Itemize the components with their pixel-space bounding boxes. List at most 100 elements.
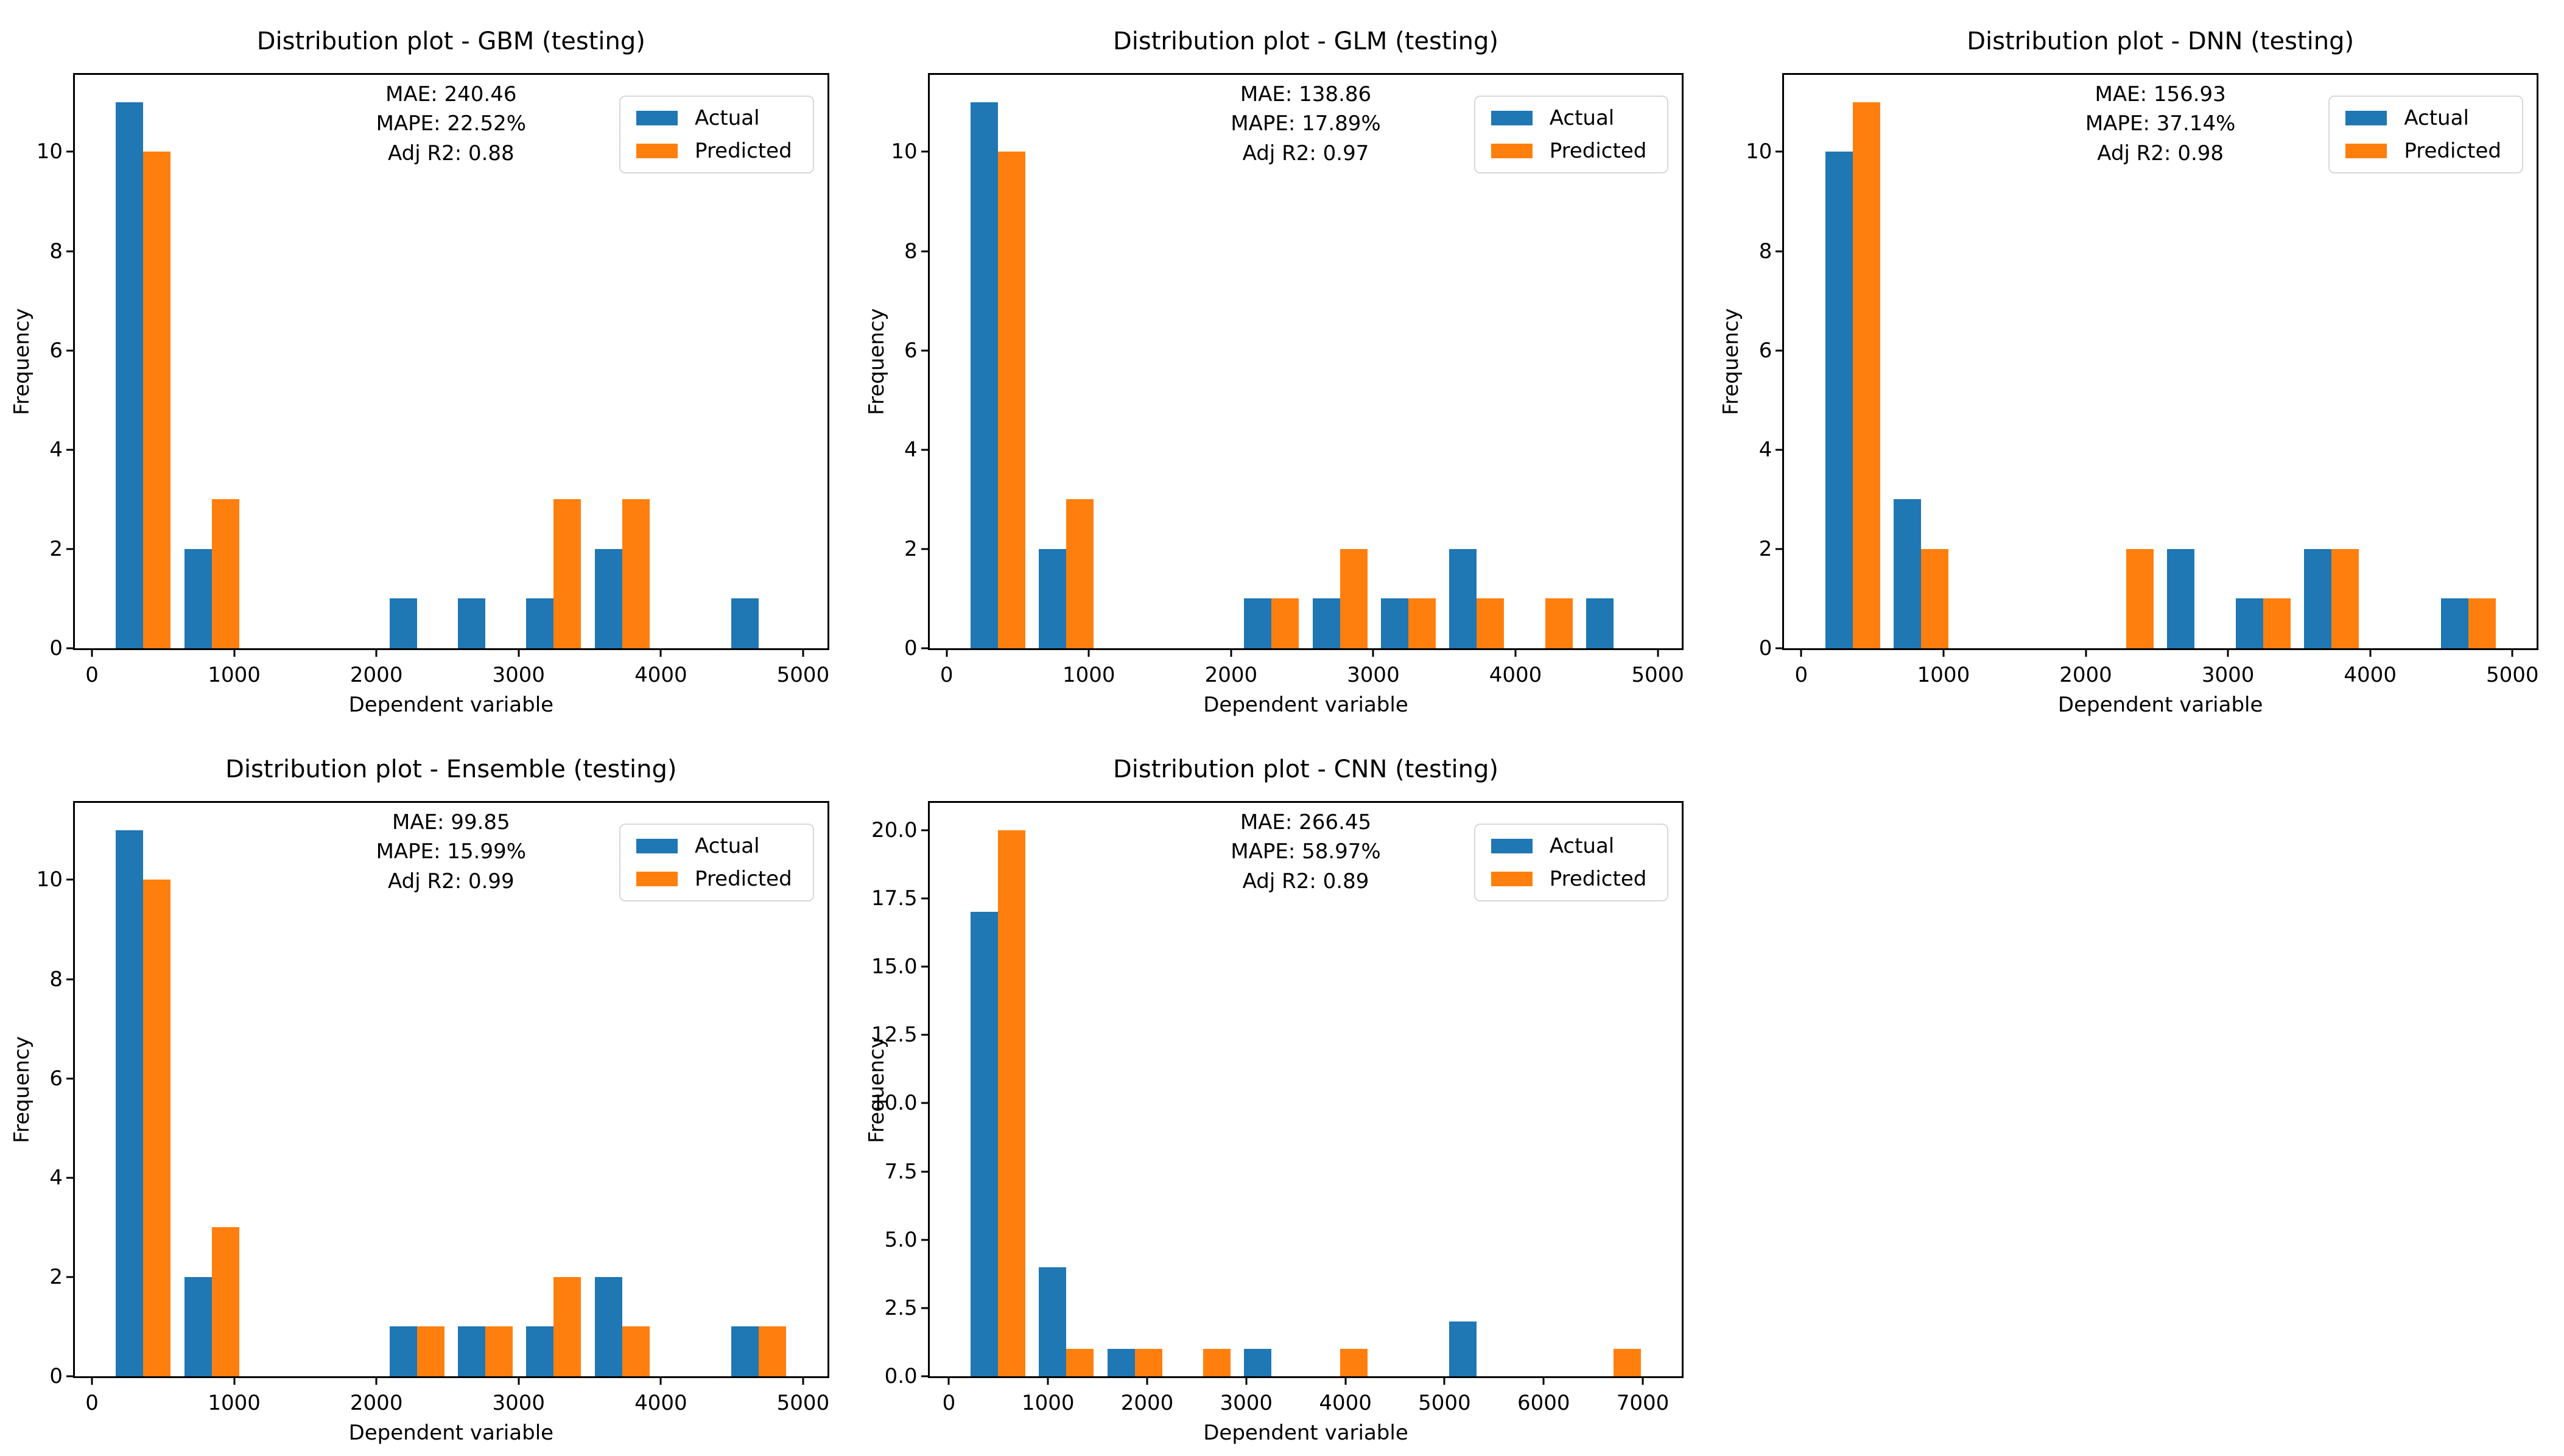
stat-mae: MAE: 138.86 <box>1240 82 1372 107</box>
x-tick-label: 1000 <box>208 663 261 687</box>
actual-bar <box>1244 1349 1272 1376</box>
predicted-bar <box>1340 548 1368 648</box>
actual-bar <box>1586 598 1614 648</box>
y-tick-label: 6 <box>1758 338 1772 363</box>
legend-label-predicted: Predicted <box>1549 139 1647 163</box>
x-tick-label: 7000 <box>1616 1391 1670 1415</box>
actual-bar <box>1381 598 1409 648</box>
y-axis-label: Frequency <box>10 308 34 415</box>
legend: Actual Predicted <box>619 96 814 173</box>
legend-item-predicted: Predicted <box>1491 869 1652 889</box>
x-tick-mark <box>518 1376 520 1385</box>
predicted-bar <box>553 1276 581 1376</box>
y-tick-mark <box>1775 647 1785 649</box>
x-tick-mark <box>659 648 662 657</box>
y-tick-label: 0 <box>904 636 918 660</box>
x-tick-label: 5000 <box>2486 663 2539 687</box>
subplot-gbm-testing: Distribution plot - GBM (testing) Freque… <box>0 0 855 728</box>
predicted-bar <box>1477 598 1505 648</box>
predicted-swatch-icon <box>636 144 678 158</box>
actual-bar <box>389 598 417 648</box>
y-tick-mark <box>1775 150 1785 153</box>
x-tick-label: 2000 <box>349 663 403 687</box>
y-tick-mark <box>66 1177 75 1179</box>
actual-bar <box>526 1326 554 1376</box>
legend-item-predicted: Predicted <box>636 869 797 889</box>
subplot-ensemble-testing: Distribution plot - Ensemble (testing) F… <box>0 728 855 1456</box>
predicted-swatch-icon <box>1491 144 1533 158</box>
predicted-bar <box>211 499 239 648</box>
x-tick-mark <box>1443 1376 1445 1385</box>
y-tick-label: 8 <box>904 239 918 264</box>
stats-annotation: MAE: 266.45 MAPE: 58.97% Adj R2: 0.89 <box>930 808 1682 896</box>
y-tick-mark <box>66 1375 75 1377</box>
actual-bar <box>458 1326 485 1376</box>
x-axis-label: Dependent variable <box>1203 1421 1408 1445</box>
chart-title: Distribution plot - GBM (testing) <box>256 27 645 55</box>
y-tick-mark <box>921 897 930 900</box>
y-tick-label: 2 <box>49 536 63 561</box>
actual-swatch-icon <box>1491 111 1533 125</box>
x-tick-mark <box>1372 648 1374 657</box>
y-tick-label: 0 <box>49 1364 63 1388</box>
chart-title: Distribution plot - GLM (testing) <box>1112 27 1498 55</box>
predicted-bar <box>759 1326 787 1376</box>
x-tick-mark <box>518 648 520 657</box>
y-tick-mark <box>66 1077 75 1080</box>
x-tick-mark <box>91 1376 93 1385</box>
stat-adj-r2: Adj R2: 0.97 <box>1242 141 1369 166</box>
y-tick-label: 4 <box>1758 437 1772 462</box>
actual-bar <box>1107 1349 1135 1376</box>
x-tick-label: 3000 <box>2201 663 2255 687</box>
legend: Actual Predicted <box>2328 96 2523 173</box>
x-axis-label: Dependent variable <box>348 1421 554 1445</box>
y-tick-label: 0 <box>49 636 63 660</box>
y-tick-label: 2 <box>904 536 918 561</box>
y-tick-mark <box>66 349 75 352</box>
y-tick-label: 10 <box>891 139 918 164</box>
empty-cell <box>1709 728 2564 1456</box>
legend-item-actual: Actual <box>1491 836 1652 856</box>
y-tick-mark <box>921 1102 930 1104</box>
predicted-bar <box>1340 1349 1368 1376</box>
plot-area <box>930 803 1682 1376</box>
legend-label-predicted: Predicted <box>695 139 792 163</box>
x-tick-mark <box>1514 648 1517 657</box>
x-tick-label: 0 <box>1794 663 1808 687</box>
x-tick-label: 5000 <box>776 1391 830 1415</box>
actual-bar <box>1244 598 1272 648</box>
actual-swatch-icon <box>636 839 678 853</box>
y-tick-label: 5.0 <box>884 1227 918 1252</box>
actual-swatch-icon <box>2345 111 2387 125</box>
stat-mape: MAPE: 17.89% <box>1231 111 1381 136</box>
stats-annotation: MAE: 138.86 MAPE: 17.89% Adj R2: 0.97 <box>930 80 1682 168</box>
y-tick-label: 6 <box>49 1066 63 1091</box>
x-tick-label: 3000 <box>492 1391 546 1415</box>
x-axis-label: Dependent variable <box>2057 693 2263 717</box>
y-tick-mark <box>66 548 75 550</box>
y-tick-mark <box>66 150 75 153</box>
y-axis-label: Frequency <box>10 1036 34 1143</box>
legend-label-actual: Actual <box>1549 106 1615 130</box>
stat-adj-r2: Adj R2: 0.98 <box>2097 141 2224 166</box>
x-tick-label: 0 <box>85 1391 99 1415</box>
stats-annotation: MAE: 156.93 MAPE: 37.14% Adj R2: 0.98 <box>1784 80 2537 168</box>
actual-bar <box>389 1326 417 1376</box>
y-tick-mark <box>921 647 930 649</box>
stat-mape: MAPE: 58.97% <box>1231 839 1381 864</box>
y-tick-label: 4 <box>904 437 918 462</box>
actual-bar <box>594 1276 622 1376</box>
predicted-bar <box>2126 548 2154 648</box>
x-tick-label: 1000 <box>1062 663 1115 687</box>
plot-axes: MAE: 138.86 MAPE: 17.89% Adj R2: 0.97 Ac… <box>891 73 1684 687</box>
y-tick-mark <box>921 829 930 831</box>
y-tick-label: 10 <box>1746 139 1772 164</box>
x-tick-mark <box>1344 1376 1347 1385</box>
x-tick-mark <box>375 1376 378 1385</box>
x-tick-mark <box>1230 648 1232 657</box>
stat-adj-r2: Adj R2: 0.89 <box>1242 869 1369 894</box>
plot-area <box>75 75 827 648</box>
x-tick-label: 0 <box>85 663 99 687</box>
legend-label-actual: Actual <box>1549 834 1615 858</box>
y-tick-label: 8 <box>49 967 63 992</box>
